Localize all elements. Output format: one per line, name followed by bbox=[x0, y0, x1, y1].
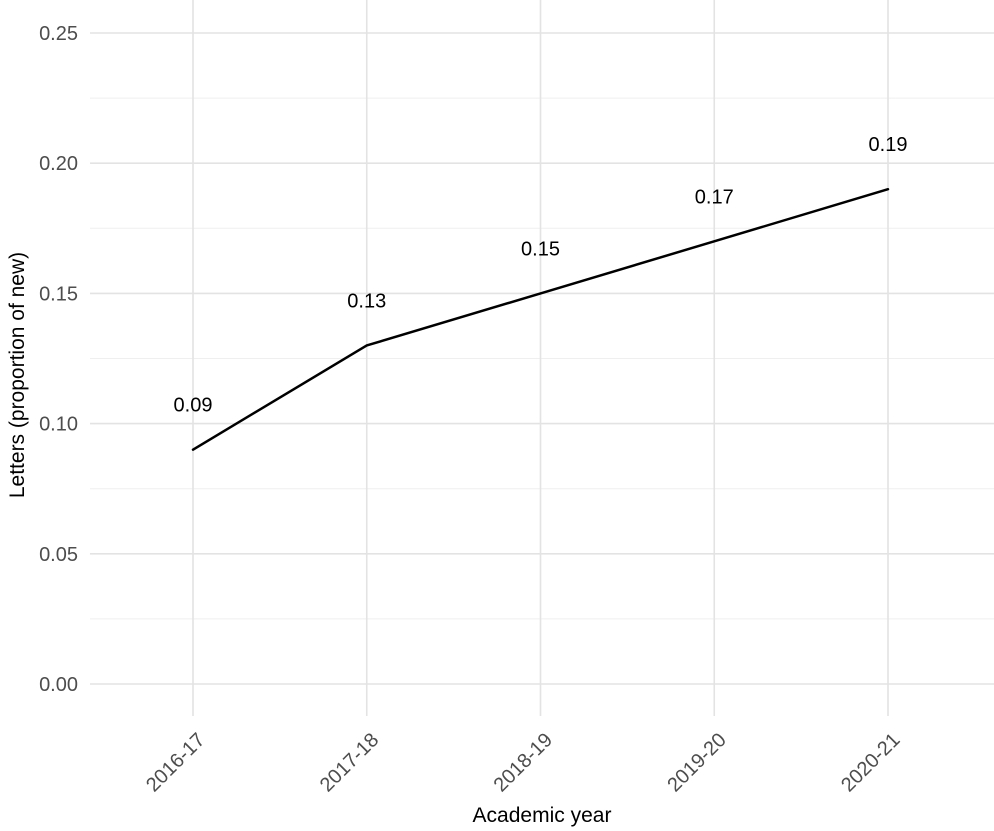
x-tick-label: 2017-18 bbox=[316, 729, 383, 796]
data-point-label: 0.15 bbox=[521, 238, 560, 260]
y-axis-tick-labels: 0.00 0.05 0.10 0.15 0.20 0.25 bbox=[39, 23, 78, 696]
data-point-label: 0.13 bbox=[347, 290, 386, 312]
y-axis-title: Letters (proportion of new) bbox=[6, 252, 29, 498]
gridlines-minor bbox=[90, 97, 994, 620]
x-tick-label: 2016-17 bbox=[142, 729, 209, 796]
data-point-label: 0.19 bbox=[869, 134, 908, 156]
x-axis-title: Academic year bbox=[473, 804, 612, 827]
x-tick-label: 2018-19 bbox=[490, 729, 557, 796]
x-tick-label: 2020-21 bbox=[837, 729, 904, 796]
x-tick-label: 2019-20 bbox=[663, 729, 730, 796]
point-labels-group: 0.09 0.13 0.15 0.17 0.19 bbox=[174, 134, 908, 416]
data-line bbox=[191, 187, 890, 451]
y-tick-label: 0.10 bbox=[39, 414, 78, 436]
line-series-group bbox=[191, 187, 890, 451]
data-point-label: 0.17 bbox=[695, 186, 734, 208]
y-tick-label: 0.20 bbox=[39, 153, 78, 175]
y-tick-label: 0.00 bbox=[39, 674, 78, 696]
x-axis-tick-labels: 2016-17 2017-18 2018-19 2019-20 2020-21 bbox=[142, 729, 904, 796]
gridlines-vertical bbox=[192, 0, 889, 716]
y-tick-label: 0.25 bbox=[39, 23, 78, 45]
data-point-label: 0.09 bbox=[174, 395, 213, 417]
y-tick-label: 0.15 bbox=[39, 283, 78, 305]
y-tick-label: 0.05 bbox=[39, 544, 78, 566]
